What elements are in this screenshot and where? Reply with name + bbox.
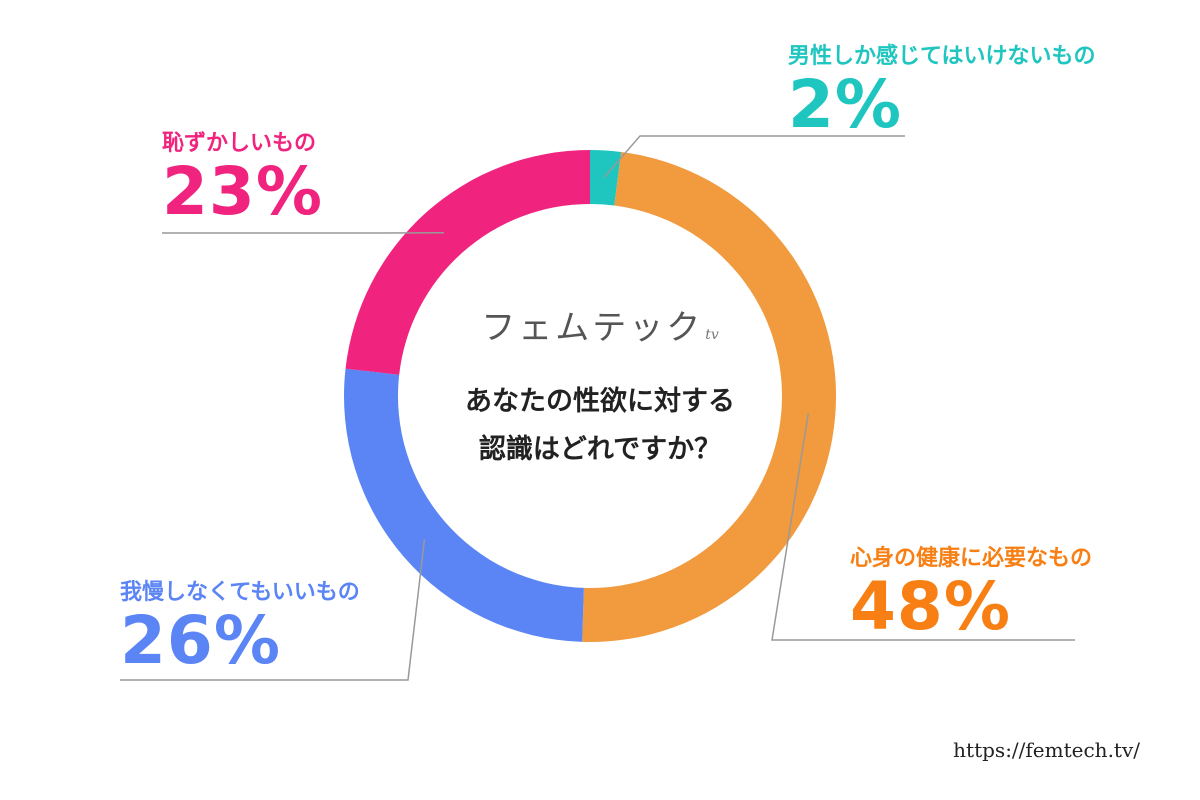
label-male-only: 男性しか感じてはいけないもの 2% [788,38,1096,140]
center-question-line2: 認識はどれですか？ [478,434,722,465]
donut-slice-health [582,151,837,643]
label-health-value: 48% [850,568,1011,645]
label-male-only-value: 2% [788,66,903,143]
source-url: https://femtech.tv/ [953,738,1140,762]
label-health: 心身の健康に必要なもの 48% [850,540,1092,642]
center-brand-suffix: tv [705,327,719,343]
center-question: あなたの性欲に対する 認識はどれですか？ [420,378,780,474]
leader-line-health [771,413,1075,641]
label-embarrassing-text: 恥ずかしいもの [162,131,317,156]
label-no-endure-text: 我慢しなくてもいいもの [120,580,360,605]
label-embarrassing-value: 23% [162,153,323,230]
label-no-endure-value: 26% [120,602,281,679]
donut-slice-embarrassing [345,150,590,375]
label-male-only-text: 男性しか感じてはいけないもの [788,44,1096,69]
donut-slice-male-only [590,150,622,206]
label-health-text: 心身の健康に必要なもの [850,546,1093,571]
leader-line-no-endure [120,539,426,681]
center-brand-logo: フェムテック tv [470,300,730,349]
label-no-endure: 我慢しなくてもいいもの 26% [120,574,360,676]
donut-slice-no-endure [343,368,584,642]
label-embarrassing: 恥ずかしいもの 23% [162,125,323,227]
center-brand-text: フェムテック [481,308,704,348]
center-question-line1: あなたの性欲に対する [465,386,735,417]
leader-line-male-only [603,135,905,178]
